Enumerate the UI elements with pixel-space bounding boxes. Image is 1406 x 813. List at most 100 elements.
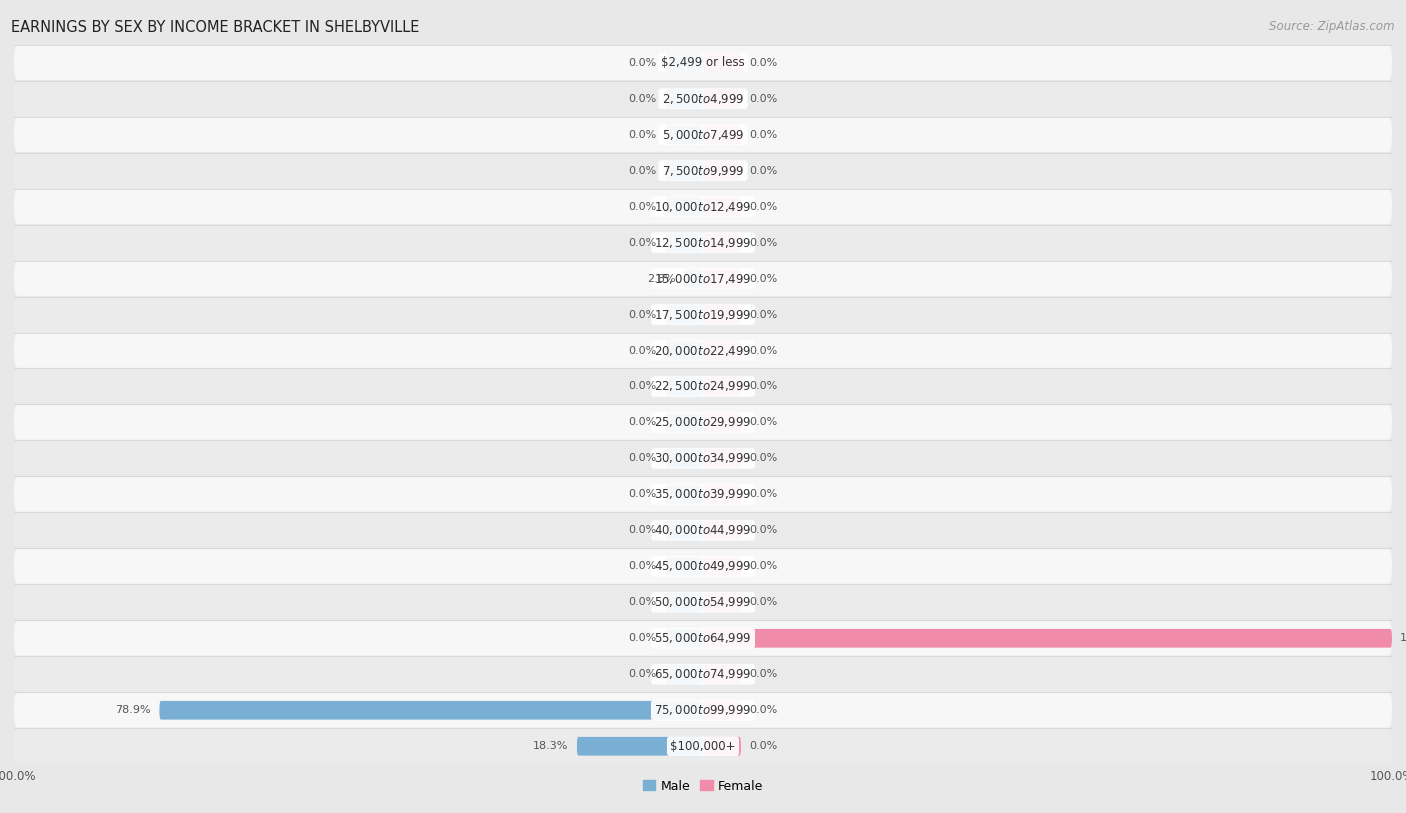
FancyBboxPatch shape <box>14 261 1392 296</box>
Text: EARNINGS BY SEX BY INCOME BRACKET IN SHELBYVILLE: EARNINGS BY SEX BY INCOME BRACKET IN SHE… <box>11 20 419 35</box>
Text: $55,000 to $64,999: $55,000 to $64,999 <box>654 632 752 646</box>
Text: 0.0%: 0.0% <box>628 525 657 536</box>
FancyBboxPatch shape <box>665 485 703 504</box>
Text: 0.0%: 0.0% <box>749 705 778 715</box>
FancyBboxPatch shape <box>665 413 703 432</box>
FancyBboxPatch shape <box>665 593 703 611</box>
Text: 0.0%: 0.0% <box>749 166 778 176</box>
FancyBboxPatch shape <box>665 161 703 180</box>
Text: $50,000 to $54,999: $50,000 to $54,999 <box>654 595 752 609</box>
Text: $2,500 to $4,999: $2,500 to $4,999 <box>662 92 744 106</box>
FancyBboxPatch shape <box>14 693 1392 728</box>
Text: 0.0%: 0.0% <box>628 346 657 355</box>
FancyBboxPatch shape <box>14 441 1392 476</box>
Text: $7,500 to $9,999: $7,500 to $9,999 <box>662 163 744 177</box>
Text: $2,499 or less: $2,499 or less <box>661 56 745 69</box>
FancyBboxPatch shape <box>665 54 703 72</box>
FancyBboxPatch shape <box>14 117 1392 152</box>
Text: 0.0%: 0.0% <box>628 310 657 320</box>
Text: $5,000 to $7,499: $5,000 to $7,499 <box>662 128 744 141</box>
FancyBboxPatch shape <box>14 298 1392 332</box>
Text: 78.9%: 78.9% <box>115 705 152 715</box>
Text: $45,000 to $49,999: $45,000 to $49,999 <box>654 559 752 573</box>
Text: $100,000+: $100,000+ <box>671 740 735 753</box>
FancyBboxPatch shape <box>703 89 741 108</box>
FancyBboxPatch shape <box>703 269 741 288</box>
FancyBboxPatch shape <box>14 189 1392 224</box>
FancyBboxPatch shape <box>703 593 741 611</box>
FancyBboxPatch shape <box>665 305 703 324</box>
Text: 0.0%: 0.0% <box>628 633 657 643</box>
FancyBboxPatch shape <box>703 305 741 324</box>
FancyBboxPatch shape <box>14 81 1392 116</box>
Text: 0.0%: 0.0% <box>628 598 657 607</box>
Text: 0.0%: 0.0% <box>628 669 657 680</box>
Text: 0.0%: 0.0% <box>749 346 778 355</box>
FancyBboxPatch shape <box>665 629 703 648</box>
Text: 0.0%: 0.0% <box>628 454 657 463</box>
FancyBboxPatch shape <box>665 557 703 576</box>
FancyBboxPatch shape <box>665 341 703 360</box>
Text: $40,000 to $44,999: $40,000 to $44,999 <box>654 524 752 537</box>
FancyBboxPatch shape <box>665 125 703 144</box>
Text: 0.0%: 0.0% <box>749 129 778 140</box>
Text: $30,000 to $34,999: $30,000 to $34,999 <box>654 451 752 465</box>
Text: $12,500 to $14,999: $12,500 to $14,999 <box>654 236 752 250</box>
FancyBboxPatch shape <box>576 737 703 755</box>
Text: 0.0%: 0.0% <box>628 58 657 67</box>
FancyBboxPatch shape <box>665 377 703 396</box>
Text: 0.0%: 0.0% <box>628 202 657 211</box>
Text: 0.0%: 0.0% <box>749 381 778 392</box>
FancyBboxPatch shape <box>703 377 741 396</box>
FancyBboxPatch shape <box>14 225 1392 260</box>
FancyBboxPatch shape <box>14 46 1392 80</box>
Text: $20,000 to $22,499: $20,000 to $22,499 <box>654 344 752 358</box>
FancyBboxPatch shape <box>665 198 703 216</box>
FancyBboxPatch shape <box>665 665 703 684</box>
Text: 0.0%: 0.0% <box>749 310 778 320</box>
FancyBboxPatch shape <box>665 521 703 540</box>
FancyBboxPatch shape <box>14 513 1392 548</box>
Text: 0.0%: 0.0% <box>749 525 778 536</box>
Text: 0.0%: 0.0% <box>749 58 778 67</box>
FancyBboxPatch shape <box>665 449 703 467</box>
Text: 0.0%: 0.0% <box>749 273 778 284</box>
Text: 0.0%: 0.0% <box>628 93 657 104</box>
FancyBboxPatch shape <box>14 585 1392 620</box>
Text: $35,000 to $39,999: $35,000 to $39,999 <box>654 488 752 502</box>
FancyBboxPatch shape <box>14 405 1392 440</box>
FancyBboxPatch shape <box>703 449 741 467</box>
Text: 0.0%: 0.0% <box>749 489 778 499</box>
FancyBboxPatch shape <box>14 729 1392 763</box>
FancyBboxPatch shape <box>703 737 741 755</box>
FancyBboxPatch shape <box>14 621 1392 655</box>
FancyBboxPatch shape <box>703 701 741 720</box>
FancyBboxPatch shape <box>703 54 741 72</box>
Text: 0.0%: 0.0% <box>749 561 778 572</box>
Text: $25,000 to $29,999: $25,000 to $29,999 <box>654 415 752 429</box>
FancyBboxPatch shape <box>14 333 1392 367</box>
Text: 0.0%: 0.0% <box>628 489 657 499</box>
FancyBboxPatch shape <box>703 198 741 216</box>
FancyBboxPatch shape <box>14 549 1392 584</box>
FancyBboxPatch shape <box>703 341 741 360</box>
Text: 2.8%: 2.8% <box>647 273 675 284</box>
FancyBboxPatch shape <box>703 521 741 540</box>
Text: $75,000 to $99,999: $75,000 to $99,999 <box>654 703 752 717</box>
Text: 0.0%: 0.0% <box>749 669 778 680</box>
Text: Source: ZipAtlas.com: Source: ZipAtlas.com <box>1270 20 1395 33</box>
FancyBboxPatch shape <box>14 477 1392 511</box>
Text: 18.3%: 18.3% <box>533 741 568 751</box>
Text: 0.0%: 0.0% <box>628 381 657 392</box>
Text: 0.0%: 0.0% <box>628 237 657 248</box>
FancyBboxPatch shape <box>14 369 1392 404</box>
FancyBboxPatch shape <box>703 413 741 432</box>
FancyBboxPatch shape <box>703 629 1392 648</box>
Text: 0.0%: 0.0% <box>628 129 657 140</box>
FancyBboxPatch shape <box>703 161 741 180</box>
Text: 100.0%: 100.0% <box>1400 633 1406 643</box>
Text: 0.0%: 0.0% <box>628 166 657 176</box>
Text: $22,500 to $24,999: $22,500 to $24,999 <box>654 380 752 393</box>
Text: 0.0%: 0.0% <box>749 93 778 104</box>
Text: $17,500 to $19,999: $17,500 to $19,999 <box>654 307 752 321</box>
